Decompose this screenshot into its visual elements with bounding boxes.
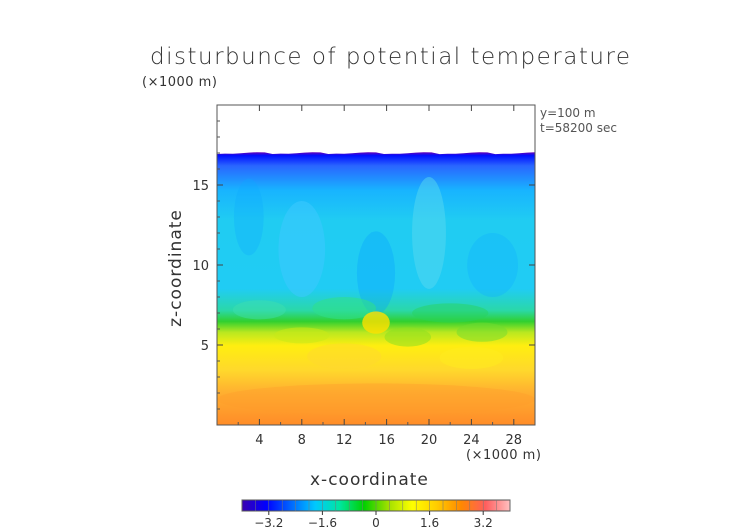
field-structure-13 — [439, 346, 504, 369]
field-structure-14 — [217, 383, 535, 416]
field-structure-10 — [274, 327, 330, 344]
colorbar-tick-label: −1.6 — [308, 516, 337, 530]
x-tick-label: 28 — [506, 433, 523, 448]
field-structure-3 — [467, 233, 519, 297]
x-tick-label: 4 — [255, 433, 263, 448]
field-structure-8 — [362, 311, 390, 334]
field-structure-0 — [278, 201, 326, 297]
y-tick-label: 5 — [201, 339, 209, 354]
field-structure-5 — [312, 297, 377, 320]
field-structure-9 — [384, 327, 432, 347]
x-tick-label: 8 — [298, 433, 306, 448]
field-structure-6 — [412, 303, 489, 323]
temperature-field — [217, 152, 535, 425]
colorbar-tick-label: 0 — [372, 516, 380, 530]
y-tick-label: 15 — [192, 179, 209, 194]
colorbar-tick-label: −3.2 — [254, 516, 283, 530]
field-structure-1 — [356, 231, 396, 315]
field-structure-4 — [233, 178, 264, 256]
info-time: t=58200 sec — [540, 121, 617, 135]
y-axis: 5 10 15 — [192, 120, 535, 410]
x-tick-label: 20 — [421, 433, 438, 448]
info-y-position: y=100 m — [540, 106, 596, 120]
field-structure-7 — [232, 300, 286, 320]
x-axis-label: x-coordinate — [310, 470, 429, 490]
x-tick-label: 16 — [378, 433, 395, 448]
colorbar-tick-label: 1.6 — [420, 516, 439, 530]
colorbar: −3.2 −1.6 0 1.6 3.2 — [241, 499, 511, 530]
field-structure-12 — [307, 343, 382, 370]
field-structure-2 — [412, 177, 446, 289]
x-tick-label: 24 — [463, 433, 480, 448]
field-structure-11 — [456, 322, 508, 342]
x-tick-label: 12 — [336, 433, 353, 448]
y-tick-label: 10 — [192, 259, 209, 274]
y-axis-unit: (×1000 m) — [142, 75, 218, 90]
colorbar-tick-label: 3.2 — [474, 516, 493, 530]
chart-title: disturbunce of potential temperature — [150, 44, 632, 70]
x-axis: 4 8 12 16 20 24 28 — [237, 105, 523, 448]
x-axis-unit: (×1000 m) — [466, 448, 542, 463]
